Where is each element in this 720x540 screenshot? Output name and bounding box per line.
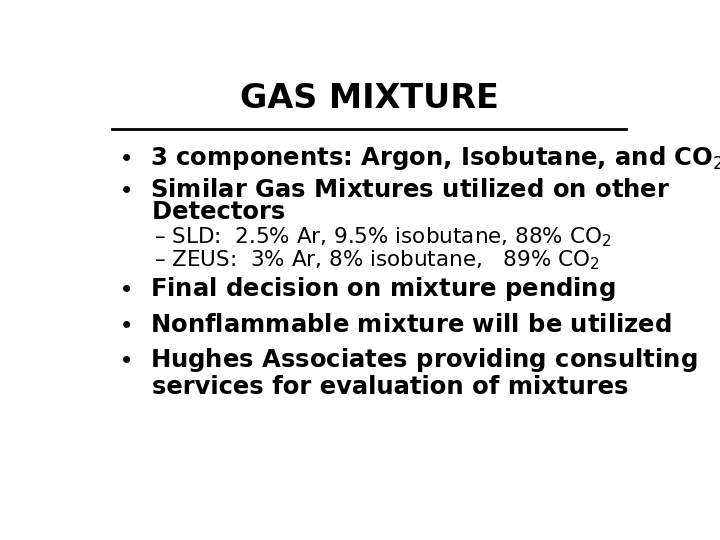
- Text: – SLD:  2.5% Ar, 9.5% isobutane, 88% CO$_2$: – SLD: 2.5% Ar, 9.5% isobutane, 88% CO$_…: [154, 226, 611, 249]
- Text: Detectors: Detectors: [118, 200, 285, 225]
- Text: $\bullet$  Final decision on mixture pending: $\bullet$ Final decision on mixture pend…: [118, 275, 616, 303]
- Text: $\bullet$  Similar Gas Mixtures utilized on other: $\bullet$ Similar Gas Mixtures utilized …: [118, 178, 670, 201]
- Text: GAS MIXTURE: GAS MIXTURE: [240, 82, 498, 114]
- Text: $\bullet$  3 components: Argon, Isobutane, and CO$_2$: $\bullet$ 3 components: Argon, Isobutane…: [118, 144, 720, 172]
- Text: $\bullet$  Nonflammable mixture will be utilized: $\bullet$ Nonflammable mixture will be u…: [118, 313, 672, 336]
- Text: $\bullet$  Hughes Associates providing consulting: $\bullet$ Hughes Associates providing co…: [118, 346, 698, 374]
- Text: services for evaluation of mixtures: services for evaluation of mixtures: [118, 375, 629, 399]
- Text: – ZEUS:  3% Ar, 8% isobutane,   89% CO$_2$: – ZEUS: 3% Ar, 8% isobutane, 89% CO$_2$: [154, 248, 600, 272]
